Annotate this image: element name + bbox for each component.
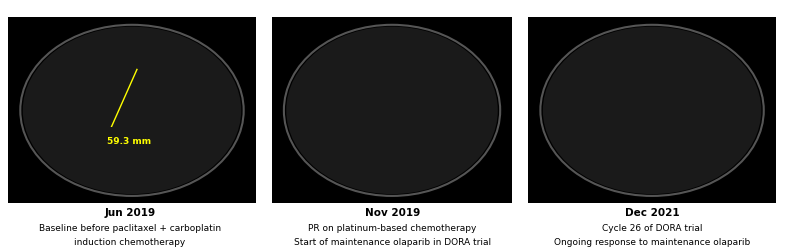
Text: Cycle 26 of DORA trial: Cycle 26 of DORA trial (602, 224, 703, 233)
Ellipse shape (543, 27, 761, 194)
Text: Start of maintenance olaparib in DORA trial: Start of maintenance olaparib in DORA tr… (294, 238, 491, 247)
Text: 59.3 mm: 59.3 mm (107, 137, 151, 146)
Text: Nov 2019: Nov 2019 (365, 208, 420, 218)
FancyBboxPatch shape (528, 17, 776, 203)
Text: Jun 2019: Jun 2019 (105, 208, 155, 218)
Ellipse shape (23, 27, 241, 194)
Text: PR on platinum-based chemotherapy: PR on platinum-based chemotherapy (308, 224, 477, 233)
FancyBboxPatch shape (272, 17, 512, 203)
Text: Dec 2021: Dec 2021 (625, 208, 680, 218)
Text: Baseline before paclitaxel + carboplatin: Baseline before paclitaxel + carboplatin (39, 224, 221, 233)
Text: induction chemotherapy: induction chemotherapy (74, 238, 186, 247)
FancyBboxPatch shape (8, 17, 256, 203)
Text: Ongoing response to maintenance olaparib: Ongoing response to maintenance olaparib (554, 238, 751, 247)
FancyBboxPatch shape (76, 126, 183, 155)
Ellipse shape (286, 27, 498, 194)
